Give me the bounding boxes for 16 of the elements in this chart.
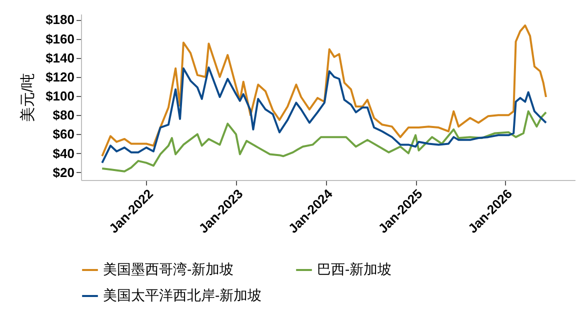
y-tick-label: $100 [46, 88, 74, 104]
y-tick-label: $60 [52, 126, 74, 142]
legend-label: 美国墨西哥湾-新加坡 [103, 261, 234, 277]
y-tick-label: $80 [52, 108, 74, 123]
y-tick-label: $120 [46, 69, 74, 84]
y-tick-label: $180 [46, 12, 74, 28]
y-tick-label: $20 [52, 164, 74, 180]
line-series [101, 24, 548, 158]
line-series [101, 66, 548, 164]
y-tick-label: $160 [46, 31, 74, 46]
line-series [101, 110, 548, 172]
y-tick-label: $140 [46, 50, 74, 66]
legend-label: 巴西-新加坡 [317, 261, 392, 277]
y-axis-title: 美元/吨 [20, 72, 37, 122]
y-tick-label: $40 [52, 146, 74, 161]
legend-label: 美国太平洋西北岸-新加坡 [103, 287, 262, 303]
